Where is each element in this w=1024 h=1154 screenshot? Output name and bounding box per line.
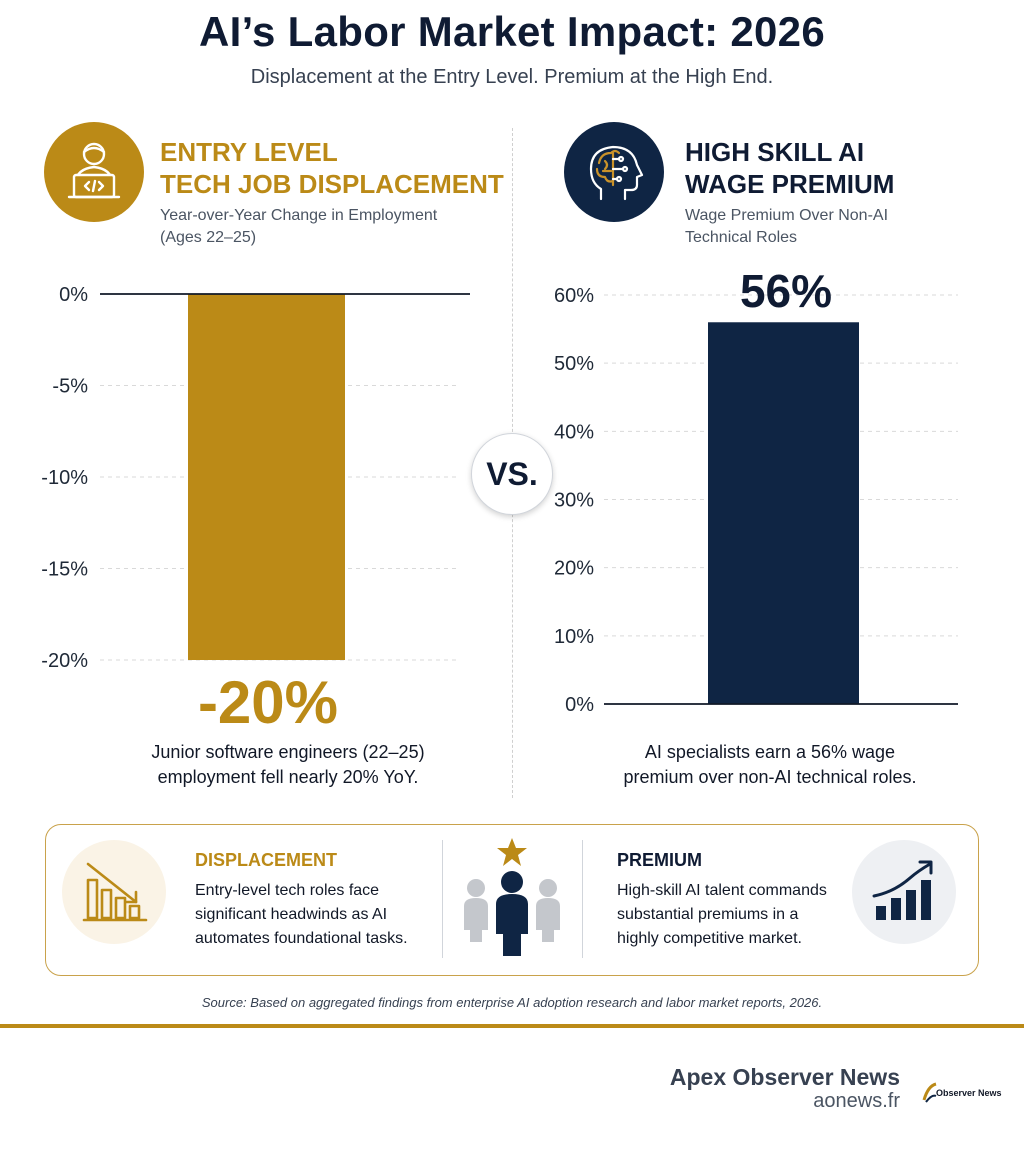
ai-brain-head-icon [564,122,664,222]
y-tick-label: 50% [554,353,594,375]
y-tick-label: -15% [41,559,88,581]
y-tick-label: 0% [565,694,594,716]
premium-caption: AI specialists earn a 56% wage premium o… [623,742,917,787]
y-tick-label: 40% [554,421,594,443]
displacement-value-label: -20% [197,669,339,736]
y-tick-label: -5% [52,376,88,398]
y-tick-label: 30% [554,490,594,512]
y-tick-label: 0% [59,284,88,306]
logo-text: Observer News [936,1088,1002,1098]
developer-laptop-icon [44,122,144,222]
vs-badge: VS. [471,433,553,515]
page-title: AI’s Labor Market Impact: 2026 [199,8,825,55]
summary-separator-left [442,840,443,958]
bar [188,294,345,660]
brand-name: Apex Observer News [669,1064,900,1090]
bar [708,322,859,704]
y-tick-label: -10% [41,467,88,489]
high-skill-subheading: Wage Premium Over Non-AI Technical Roles [685,207,889,246]
y-tick-label: 10% [554,626,594,648]
rising-bars-icon [852,840,956,944]
brand-url[interactable]: aonews.fr [813,1090,900,1112]
y-tick-label: -20% [41,650,88,672]
people-star-icon [460,836,564,960]
entry-level-heading: ENTRY LEVEL TECH JOB DISPLACEMENT [160,137,504,199]
premium-value-label: 56% [739,265,833,317]
high-skill-heading: HIGH SKILL AI WAGE PREMIUM [685,137,895,199]
displacement-caption: Junior software engineers (22–25) employ… [151,742,425,787]
y-tick-label: 60% [554,285,594,307]
brand-logo: Observer News [920,1078,1004,1108]
declining-bars-icon [62,840,166,944]
y-tick-label: 20% [554,558,594,580]
displacement-summary-title: DISPLACEMENT [195,850,338,870]
premium-summary-title: PREMIUM [617,850,702,870]
displacement-summary-text: Entry-level tech roles face significant … [195,882,408,947]
premium-summary-text: High-skill AI talent commands substantia… [617,882,827,947]
source-note: Source: Based on aggregated findings fro… [201,995,823,1010]
page-subtitle: Displacement at the Entry Level. Premium… [250,66,774,88]
comparison-bar-charts: 0% -5% -10% -15% -20% 60% 50% 40% 30% 20% 10% 0% [41,284,958,716]
entry-level-subheading: Year-over-Year Change in Employment (Age… [160,207,438,246]
footer-rule [0,1024,1024,1028]
summary-separator-right [582,840,583,958]
